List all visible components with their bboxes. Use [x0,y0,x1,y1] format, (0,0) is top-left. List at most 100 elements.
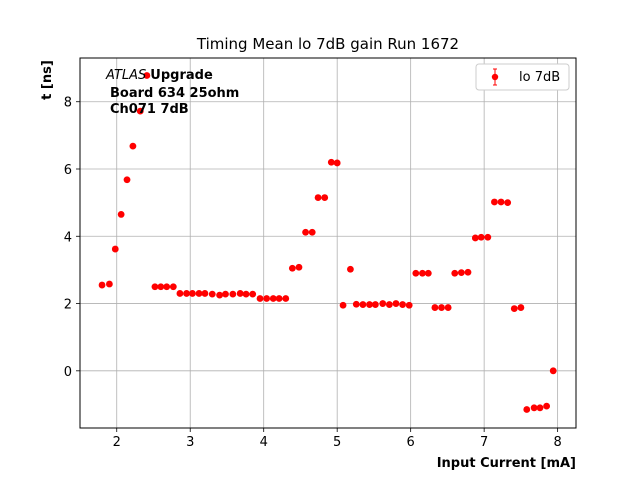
data-point [189,290,196,297]
data-point [530,404,538,412]
data-point [117,211,125,218]
atlas-label: ATLAS Upgrade [105,68,213,83]
channel-label: Ch071 7dB [110,102,189,117]
y-tick-label: 6 [64,163,72,178]
data-point [176,290,184,297]
data-point [163,283,171,291]
data-point [282,295,290,302]
data-point [339,301,347,309]
chart-title: Timing Mean lo 7dB gain Run 1672 [196,35,459,53]
data-point [105,280,113,288]
data-point [229,290,237,298]
data-point [269,295,277,302]
x-tick-label: 3 [186,435,194,450]
data-point [431,304,439,311]
plot-frame [79,57,577,429]
data-point [392,300,400,307]
data-point [195,290,203,297]
data-point [419,269,426,277]
data-point [464,268,472,276]
data-point [379,300,387,307]
data-point [504,199,512,207]
data-point [477,233,485,241]
data-point [543,402,551,410]
data-point [129,142,137,150]
atlas-upgrade: Upgrade [150,68,213,83]
data-point [302,228,309,236]
atlas-annotation: ATLAS Upgrade Board 634 25ohm Ch071 7dB [105,68,239,117]
data-point [136,107,144,115]
data-point [236,290,244,297]
data-point [169,283,177,291]
data-point [308,228,316,236]
data-point [438,304,445,311]
data-point [517,304,525,311]
x-tick-label: 4 [260,435,268,450]
data-point [256,295,264,302]
data-point [366,301,373,308]
data-point [359,301,367,308]
y-tick-label: 4 [64,230,72,245]
data-point [321,194,329,201]
data-point [111,245,119,253]
data-point [399,301,406,308]
data-point [208,290,216,298]
x-tick-label: 8 [553,435,561,450]
legend-marker [491,73,499,81]
data-point [275,295,283,302]
data-point [157,283,165,291]
data-point [444,304,452,311]
legend-box [475,63,570,91]
plot-area [80,58,576,428]
data-point [523,406,531,413]
data-point [143,72,151,79]
data-point [451,269,459,277]
data-point [201,290,209,297]
data-point [183,290,190,297]
data-point [385,301,393,308]
data-point [510,305,518,312]
data-point [151,283,159,291]
data-point [371,301,379,308]
data-point [222,290,229,298]
legend: lo 7dB [475,63,570,91]
data-point [457,269,465,276]
data-point [98,281,106,289]
data-point [497,198,505,206]
x-tick-label: 6 [407,435,415,450]
data-point [327,158,335,166]
y-axis-ticks: 0 2 4 6 8 [64,96,80,380]
data-point [123,176,131,184]
atlas-italic: ATLAS [105,68,146,83]
y-tick-label: 0 [64,365,72,380]
x-tick-label: 5 [333,435,341,450]
data-point [484,233,492,241]
x-axis-label: Input Current [mA] [437,456,576,471]
data-point [333,159,341,167]
data-point [471,234,479,242]
data-point [347,265,354,273]
data-point [314,194,322,201]
y-tick-label: 8 [64,96,72,111]
y-tick-label: 2 [64,298,72,313]
data-point [288,264,296,272]
data-point [263,295,271,302]
grid [80,58,576,428]
legend-label: lo 7dB [519,70,560,85]
data-point [352,300,360,308]
y-axis-label: t [ns] [40,60,55,100]
data-points [98,72,557,413]
data-point [249,290,257,298]
data-point [216,291,224,299]
data-point [536,404,544,412]
data-point [405,301,413,309]
x-axis-ticks: 2 3 4 5 6 7 8 [113,428,562,450]
x-tick-label: 7 [480,435,488,450]
data-point [295,263,303,271]
data-point [412,269,420,277]
data-point [242,290,250,298]
data-point [549,367,557,375]
x-tick-label: 2 [113,435,121,450]
board-label: Board 634 25ohm [110,86,239,101]
